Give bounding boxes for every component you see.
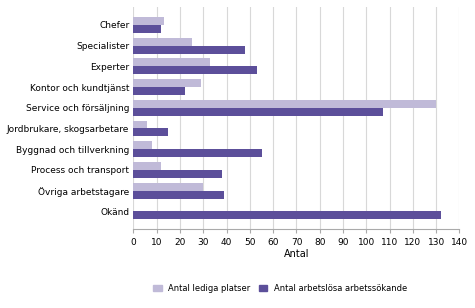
Bar bbox=[133, 59, 210, 66]
Bar bbox=[133, 121, 147, 128]
Bar bbox=[133, 38, 192, 46]
Bar bbox=[133, 17, 164, 25]
Bar bbox=[133, 162, 162, 170]
Bar bbox=[133, 108, 383, 116]
Bar bbox=[133, 183, 203, 191]
Bar bbox=[133, 149, 262, 157]
Bar bbox=[133, 25, 162, 33]
Bar bbox=[133, 87, 185, 95]
Bar bbox=[133, 100, 436, 108]
Bar bbox=[133, 141, 152, 149]
Bar bbox=[133, 66, 257, 74]
Bar bbox=[133, 211, 441, 219]
Bar bbox=[133, 128, 169, 136]
Bar bbox=[133, 79, 201, 87]
X-axis label: Antal: Antal bbox=[284, 249, 309, 259]
Legend: Antal lediga platser, Antal arbetslösa arbetssökande: Antal lediga platser, Antal arbetslösa a… bbox=[150, 281, 410, 296]
Bar bbox=[133, 170, 222, 178]
Bar bbox=[133, 46, 245, 54]
Bar bbox=[133, 191, 224, 199]
